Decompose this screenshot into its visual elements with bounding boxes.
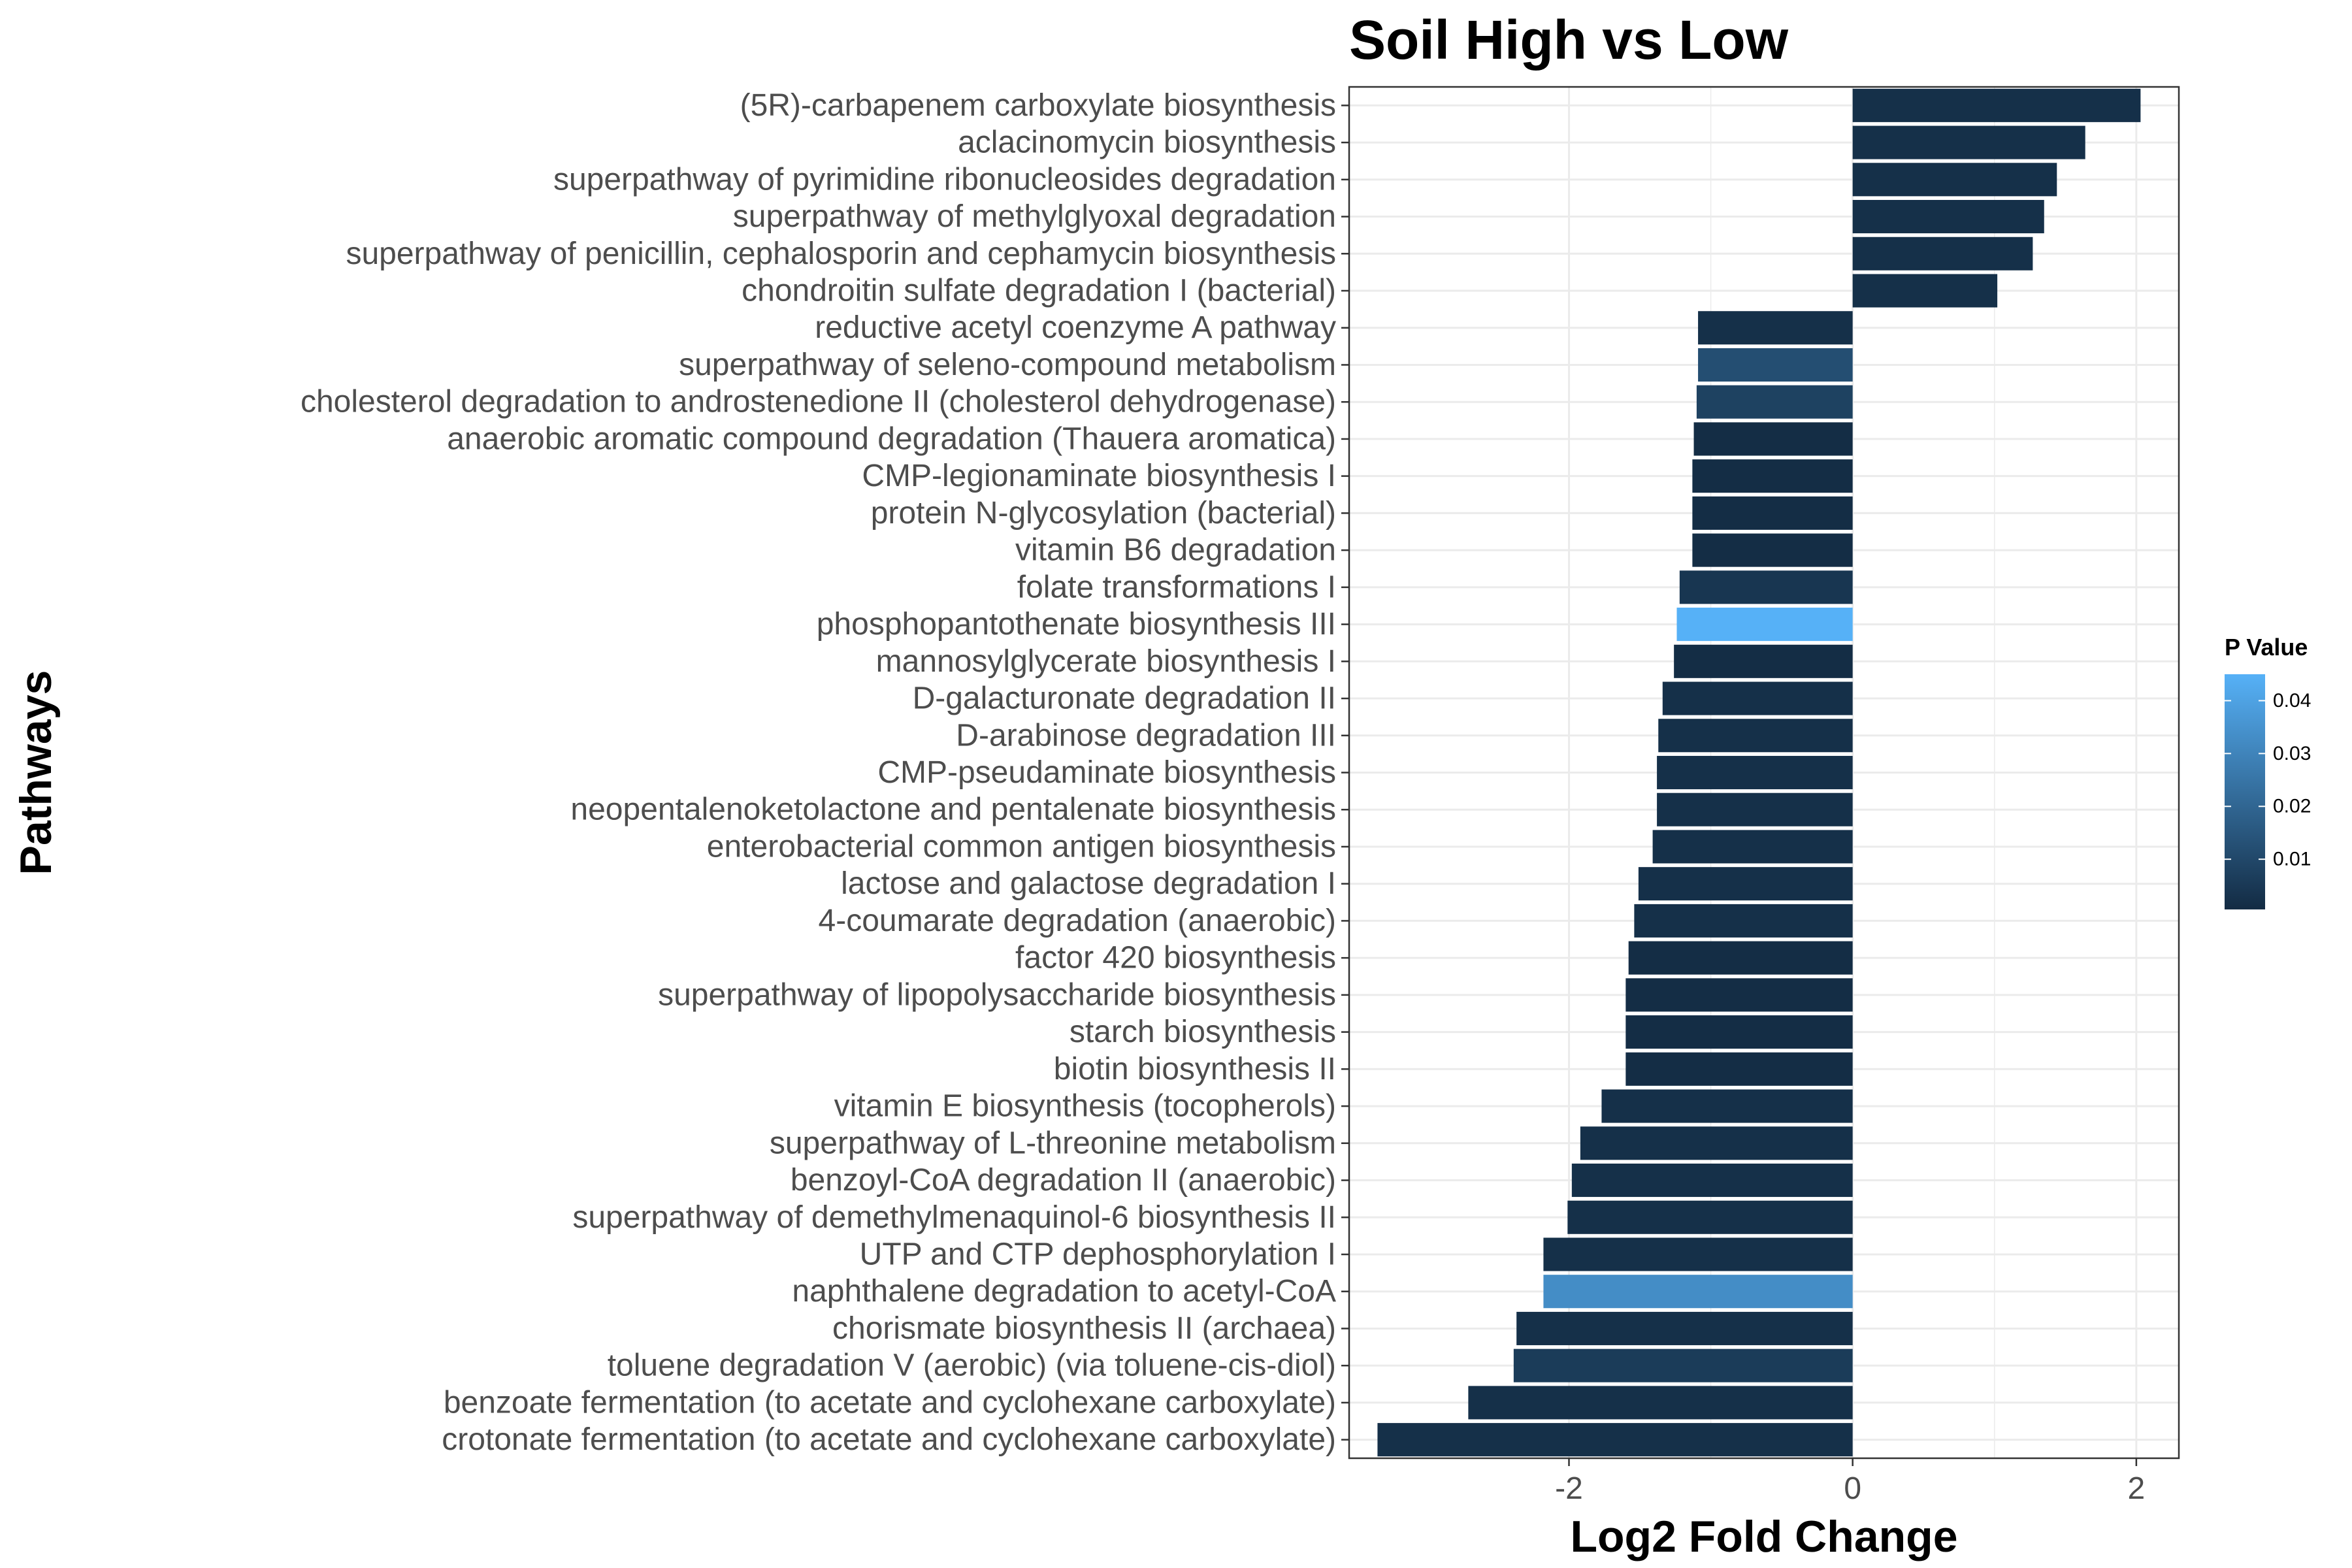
y-tick-label: D-arabinose degradation III	[956, 718, 1336, 753]
bar	[1692, 533, 1853, 567]
y-tick-label: benzoate fermentation (to acetate and cy…	[444, 1385, 1336, 1420]
y-tick-label: superpathway of demethylmenaquinol-6 bio…	[572, 1200, 1336, 1235]
y-tick-label: mannosylglycerate biosynthesis I	[876, 644, 1336, 679]
y-tick-label: UTP and CTP dephosphorylation I	[860, 1237, 1336, 1271]
bar	[1676, 608, 1853, 642]
y-tick-label: starch biosynthesis	[1070, 1015, 1336, 1049]
bar	[1625, 1052, 1853, 1086]
y-tick-label: protein N-glycosylation (bacterial)	[871, 496, 1336, 531]
bar	[1662, 681, 1853, 715]
bar	[1852, 88, 2141, 122]
bar	[1628, 941, 1853, 975]
y-tick-label: superpathway of L-threonine metabolism	[770, 1126, 1336, 1160]
legend-title: P Value	[2225, 634, 2308, 661]
bar	[1696, 385, 1853, 419]
x-tick-label: 2	[2128, 1471, 2146, 1506]
y-tick-label: 4-coumarate degradation (anaerobic)	[819, 904, 1336, 938]
legend-colorbar	[2225, 674, 2265, 909]
bar	[1377, 1423, 1853, 1457]
y-tick-label: superpathway of pyrimidine ribonucleosid…	[553, 162, 1336, 197]
bar	[1692, 459, 1853, 493]
x-tick-label: 0	[1844, 1471, 1861, 1506]
bar	[1625, 978, 1853, 1012]
y-tick-label: D-galacturonate degradation II	[913, 681, 1336, 716]
x-axis-ticks: -2 0 2	[1555, 1458, 2145, 1506]
bar	[1698, 311, 1853, 345]
bar	[1852, 237, 2033, 270]
y-tick-label: neopentalenoketolactone and pentalenate …	[570, 792, 1336, 827]
bar	[1693, 422, 1853, 456]
bar	[1852, 163, 2057, 197]
x-axis-title: Log2 Fold Change	[1570, 1512, 1957, 1561]
y-tick-label: CMP-legionaminate biosynthesis I	[862, 459, 1336, 493]
y-tick-label: lactose and galactose degradation I	[841, 866, 1336, 901]
y-tick-label: superpathway of seleno-compound metaboli…	[679, 348, 1336, 382]
bar	[1543, 1275, 1853, 1309]
bar	[1638, 867, 1853, 901]
y-tick-label: cholesterol degradation to androstenedio…	[301, 385, 1336, 419]
bar	[1543, 1237, 1853, 1271]
bar	[1567, 1200, 1853, 1234]
y-axis-tick-labels: (5R)-carbapenem carboxylate biosynthesis…	[301, 88, 1336, 1457]
y-axis-ticks	[1341, 105, 1349, 1441]
legend-tick-label: 0.04	[2273, 690, 2311, 711]
bar	[1625, 1015, 1853, 1049]
y-tick-label: biotin biosynthesis II	[1054, 1052, 1336, 1086]
x-tick-label: -2	[1555, 1471, 1583, 1506]
bar	[1657, 755, 1853, 790]
bar	[1658, 719, 1853, 753]
bar	[1513, 1348, 1853, 1382]
bar	[1674, 644, 1853, 678]
legend-tick-label: 0.03	[2273, 743, 2311, 764]
bar	[1571, 1163, 1853, 1198]
y-tick-label: chorismate biosynthesis II (archaea)	[832, 1311, 1336, 1346]
bar	[1852, 125, 2085, 159]
chart-title: Soil High vs Low	[1349, 9, 1789, 71]
y-tick-label: naphthalene degradation to acetyl-CoA	[792, 1274, 1336, 1309]
y-tick-label: chondroitin sulfate degradation I (bacte…	[742, 274, 1336, 308]
bar	[1692, 496, 1853, 530]
y-tick-label: toluene degradation V (aerobic) (via tol…	[608, 1348, 1336, 1383]
bar	[1852, 200, 2044, 234]
bar	[1657, 792, 1853, 826]
y-tick-label: benzoyl-CoA degradation II (anaerobic)	[791, 1163, 1336, 1198]
y-tick-label: vitamin E biosynthesis (tocopherols)	[834, 1089, 1336, 1124]
bar	[1679, 570, 1853, 604]
y-tick-label: superpathway of penicillin, cephalospori…	[346, 237, 1336, 271]
y-tick-label: reductive acetyl coenzyme A pathway	[815, 310, 1336, 345]
y-tick-label: vitamin B6 degradation	[1015, 533, 1336, 568]
y-tick-label: folate transformations I	[1017, 570, 1336, 604]
y-tick-label: superpathway of lipopolysaccharide biosy…	[658, 977, 1336, 1012]
bars	[1377, 88, 2141, 1457]
color-legend: P Value 0.01 0.02 0.03 0.04	[2225, 634, 2311, 909]
y-axis-title: Pathways	[11, 670, 61, 875]
bar	[1516, 1311, 1853, 1345]
y-tick-label: crotonate fermentation (to acetate and c…	[442, 1422, 1336, 1457]
legend-tick-label: 0.02	[2273, 796, 2311, 817]
y-tick-label: phosphopantothenate biosynthesis III	[817, 607, 1336, 642]
legend-ticks: 0.01 0.02 0.03 0.04	[2225, 690, 2311, 870]
y-tick-label: enterobacterial common antigen biosynthe…	[707, 829, 1336, 864]
y-tick-label: CMP-pseudaminate biosynthesis	[877, 755, 1336, 790]
y-tick-label: aclacinomycin biosynthesis	[958, 125, 1336, 160]
bar	[1601, 1089, 1853, 1123]
bar	[1698, 348, 1853, 382]
y-tick-label: (5R)-carbapenem carboxylate biosynthesis	[740, 88, 1336, 123]
legend-tick-label: 0.01	[2273, 849, 2311, 870]
bar	[1852, 274, 1998, 308]
bar	[1634, 904, 1853, 938]
bar	[1652, 830, 1853, 864]
bar	[1468, 1386, 1853, 1420]
bar	[1580, 1126, 1853, 1160]
y-tick-label: factor 420 biosynthesis	[1015, 941, 1336, 975]
y-tick-label: anaerobic aromatic compound degradation …	[447, 421, 1336, 456]
y-tick-label: superpathway of methylglyoxal degradatio…	[733, 199, 1336, 234]
